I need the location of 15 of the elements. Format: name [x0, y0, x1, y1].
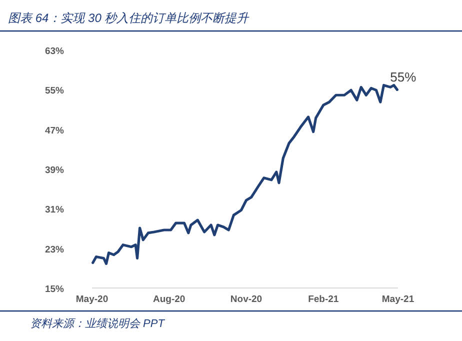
annotation: 55% — [390, 70, 417, 85]
y-tick-label: 23% — [44, 244, 65, 256]
y-tick-label: 15% — [44, 284, 65, 295]
x-tick-label: Feb-21 — [308, 294, 340, 305]
text: 资料来源：业绩说明会 PPT — [30, 317, 166, 330]
y-tick-label: 39% — [44, 165, 65, 176]
y-tick-label: 63% — [44, 46, 65, 57]
chart-title: 图表 64：实现 30 秒入住的订单比例不断提升 — [8, 11, 250, 25]
y-tick-label: 55% — [44, 86, 65, 97]
x-tick-label: Nov-20 — [230, 294, 262, 305]
x-tick-label: May-21 — [382, 294, 415, 305]
x-tick-label: Aug-20 — [153, 294, 186, 305]
y-tick-label: 31% — [44, 204, 65, 216]
x-tick-label: May-20 — [76, 294, 108, 305]
y-tick-label: 47% — [44, 125, 65, 136]
